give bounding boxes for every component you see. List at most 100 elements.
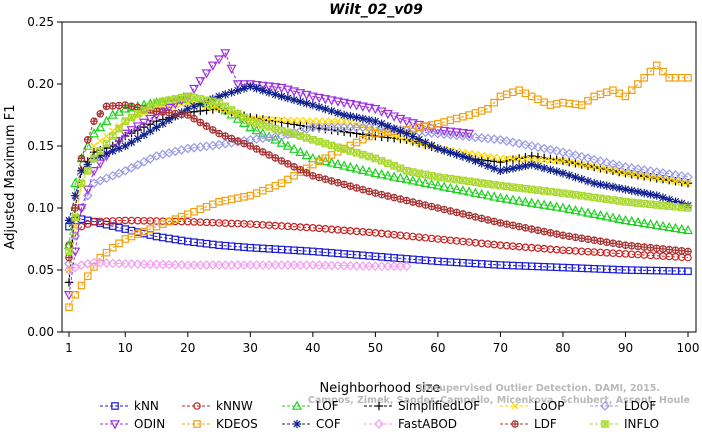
data-point-ldf <box>96 110 105 118</box>
data-point-ldf <box>277 157 286 165</box>
series-cof <box>64 82 693 225</box>
data-point-ldof <box>608 159 618 169</box>
data-point-cof <box>352 113 361 122</box>
data-point-ldf <box>77 154 86 163</box>
data-point-ldf <box>133 103 142 112</box>
data-point-cof <box>139 130 149 140</box>
y-tick-label: 0.15 <box>27 139 54 153</box>
data-point-fastabod <box>326 260 337 271</box>
axis-ticks: 1 10 20 30 40 50 60 70 80 90 100 0.00 0.05 0.10 0.15 0.… <box>27 15 699 355</box>
data-point-inflo <box>359 150 367 159</box>
data-point-fastabod <box>358 261 368 271</box>
data-point-inflo <box>196 95 205 103</box>
data-point-fastabod <box>282 260 293 270</box>
data-point-kdeos <box>540 98 548 106</box>
data-point-ldf <box>552 230 561 238</box>
series-fastabod <box>64 257 412 275</box>
data-point-ldof <box>508 137 518 148</box>
data-point-odin <box>164 103 175 114</box>
data-point-odin <box>89 167 100 177</box>
data-point-loop <box>553 157 561 165</box>
data-point-lof <box>614 213 625 223</box>
data-point-cof <box>296 97 305 106</box>
data-point-knnw <box>77 222 86 231</box>
data-point-ldof <box>545 144 556 155</box>
data-point-ldf <box>484 216 492 224</box>
legend-item-simplifiedlof: SimplifiedLOF <box>364 399 480 413</box>
data-point-odin <box>407 119 418 129</box>
data-point-ldof <box>139 157 149 167</box>
data-point-odin <box>207 61 218 71</box>
data-point-lof <box>276 137 287 147</box>
data-point-ldof <box>670 170 681 180</box>
data-point-fastabod <box>264 260 274 270</box>
data-point-fastabod <box>114 258 124 269</box>
data-point-loop <box>571 159 580 167</box>
data-point-loop <box>327 117 336 125</box>
legend-item-loop: LoOP <box>500 399 565 413</box>
data-point-cof <box>358 114 368 123</box>
data-point-lof <box>557 202 568 212</box>
data-point-ldf <box>521 224 530 232</box>
data-point-inflo <box>452 175 461 184</box>
data-point-cof <box>302 99 311 108</box>
data-point-odin <box>257 81 268 91</box>
data-point-cof <box>602 181 611 190</box>
data-point-fastabod <box>232 260 243 270</box>
data-point-lof <box>545 200 556 210</box>
data-point-ldof <box>120 165 131 176</box>
data-point-kdeos <box>102 248 111 257</box>
data-point-ldof <box>520 139 531 150</box>
legend-item-ldf: LDF <box>500 417 557 431</box>
data-point-ldf <box>502 220 511 228</box>
data-point-fastabod <box>333 260 343 271</box>
data-point-lof <box>489 191 500 201</box>
data-point-cof <box>446 148 455 157</box>
data-point-inflo <box>102 139 111 148</box>
data-point-inflo <box>71 213 80 222</box>
data-point-loop <box>390 132 398 140</box>
data-point-kdeos <box>465 111 473 119</box>
data-point-lof <box>70 177 81 187</box>
data-point-lof <box>520 196 531 206</box>
data-point-ldof <box>551 146 562 156</box>
data-point-kdeos <box>484 104 492 113</box>
data-point-simplifiedlof <box>527 151 536 161</box>
legend-item-kdeos: KDEOS <box>182 417 258 431</box>
data-point-kdeos <box>284 175 292 184</box>
data-point-loop <box>484 152 492 161</box>
data-point-odin <box>120 129 131 140</box>
data-point-odin <box>307 92 318 102</box>
data-point-ldof <box>676 171 687 181</box>
legend-label-inflo: INFLO <box>624 417 659 431</box>
data-point-ldf <box>246 142 255 150</box>
data-point-ldf <box>271 154 280 162</box>
data-point-loop <box>334 117 342 125</box>
data-point-cof <box>439 146 449 155</box>
data-point-ldof <box>439 129 450 140</box>
data-point-loop <box>102 132 111 140</box>
data-point-fastabod <box>89 257 99 268</box>
data-point-odin <box>401 117 412 127</box>
series-inflo <box>65 92 692 256</box>
data-point-lof <box>564 203 575 214</box>
data-point-inflo <box>171 95 180 103</box>
data-point-kdeos <box>115 239 123 248</box>
data-point-kdeos <box>96 253 105 262</box>
data-point-cof <box>108 146 117 156</box>
data-point-odin <box>376 107 387 117</box>
data-point-cof <box>239 84 249 93</box>
data-point-inflo <box>471 178 480 187</box>
data-point-ldf <box>108 102 117 110</box>
data-point-ldf <box>627 242 636 250</box>
data-point-cof <box>571 173 580 182</box>
data-point-cof <box>527 160 536 169</box>
data-point-inflo <box>496 181 505 190</box>
data-point-inflo <box>346 147 355 155</box>
data-point-ldf <box>359 185 367 194</box>
data-point-cof <box>339 110 349 120</box>
data-point-lof <box>439 181 450 191</box>
data-point-ldf <box>259 148 267 156</box>
data-point-loop <box>515 155 523 163</box>
data-point-odin <box>214 55 225 65</box>
